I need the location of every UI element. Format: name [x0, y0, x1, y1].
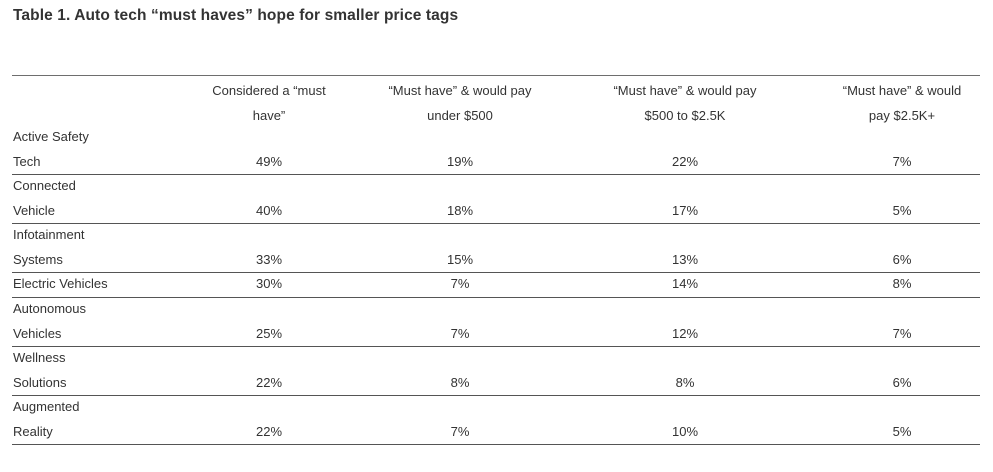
row-label: Reality: [13, 424, 53, 439]
column-header-line: “Must have” & would pay: [613, 83, 757, 98]
column-header-line: under $500: [427, 107, 493, 123]
row-label: Solutions: [13, 375, 67, 390]
table-row: Autonomous Vehicles 25% 7% 12% 7%: [12, 298, 980, 347]
table-row: Connected Vehicle 40% 18% 17% 5%: [12, 175, 980, 224]
row-label: Autonomous: [13, 301, 86, 316]
column-header-line: “Must have” & would pay: [388, 83, 532, 98]
table-row: Augmented Reality 22% 7% 10% 5%: [12, 396, 980, 445]
table-cell: 7%: [450, 424, 470, 439]
column-header-under-500: “Must have” & would pay under $500: [372, 79, 548, 128]
column-header-500-to-2-5k: “Must have” & would pay $500 to $2.5K: [597, 79, 773, 128]
table-cell: 6%: [892, 252, 912, 267]
table-cell: 5%: [892, 203, 912, 218]
table-cell: 8%: [675, 375, 695, 390]
table-title: Table 1. Auto tech “must haves” hope for…: [13, 7, 459, 24]
table-cell: 14%: [671, 276, 699, 291]
row-label: Active Safety: [13, 129, 89, 144]
column-header-line: Considered a “must: [212, 83, 326, 98]
table-cell: 8%: [450, 375, 470, 390]
table-cell: 25%: [255, 326, 283, 341]
row-label: Wellness: [13, 350, 66, 365]
column-header-line: have”: [252, 107, 286, 123]
table-row: Active Safety Tech 49% 19% 22% 7%: [12, 126, 980, 175]
row-label: Electric Vehicles: [13, 276, 108, 291]
column-header-must-have: Considered a “must have”: [190, 79, 348, 128]
table-cell: 30%: [255, 276, 283, 291]
table-cell: 7%: [450, 326, 470, 341]
table-cell: 17%: [671, 203, 699, 218]
table-cell: 12%: [671, 326, 699, 341]
table-cell: 15%: [446, 252, 474, 267]
table-cell: 5%: [892, 424, 912, 439]
table-cell: 7%: [450, 276, 470, 291]
column-header-line: “Must have” & would: [842, 83, 962, 98]
column-header-line: $500 to $2.5K: [644, 107, 726, 123]
table-cell: 7%: [892, 154, 912, 169]
row-label: Vehicle: [13, 203, 55, 218]
column-header-line: pay $2.5K+: [868, 107, 936, 123]
row-label: Connected: [13, 178, 76, 193]
table-row: Wellness Solutions 22% 8% 8% 6%: [12, 347, 980, 396]
row-label: Tech: [13, 154, 41, 169]
table-cell: 19%: [446, 154, 474, 169]
table-cell: 22%: [671, 154, 699, 169]
column-header-2-5k-plus: “Must have” & would pay $2.5K+: [822, 79, 982, 128]
table-header: Considered a “must have” “Must have” & w…: [12, 76, 980, 125]
table-cell: 22%: [255, 375, 283, 390]
table-cell: 40%: [255, 203, 283, 218]
table-cell: 33%: [255, 252, 283, 267]
table-row: Electric Vehicles 30% 7% 14% 8%: [12, 273, 980, 298]
table-cell: 13%: [671, 252, 699, 267]
table-cell: 7%: [892, 326, 912, 341]
table-cell: 49%: [255, 154, 283, 169]
table-cell: 10%: [671, 424, 699, 439]
table-cell: 18%: [446, 203, 474, 218]
table-top-rule: [12, 75, 980, 76]
table-cell: 8%: [892, 276, 912, 291]
table-row: Infotainment Systems 33% 15% 13% 6%: [12, 224, 980, 273]
table-cell: 22%: [255, 424, 283, 439]
row-label: Systems: [13, 252, 63, 267]
row-label: Infotainment: [13, 227, 85, 242]
row-label: Augmented: [13, 399, 80, 414]
table-cell: 6%: [892, 375, 912, 390]
row-label: Vehicles: [13, 326, 62, 341]
